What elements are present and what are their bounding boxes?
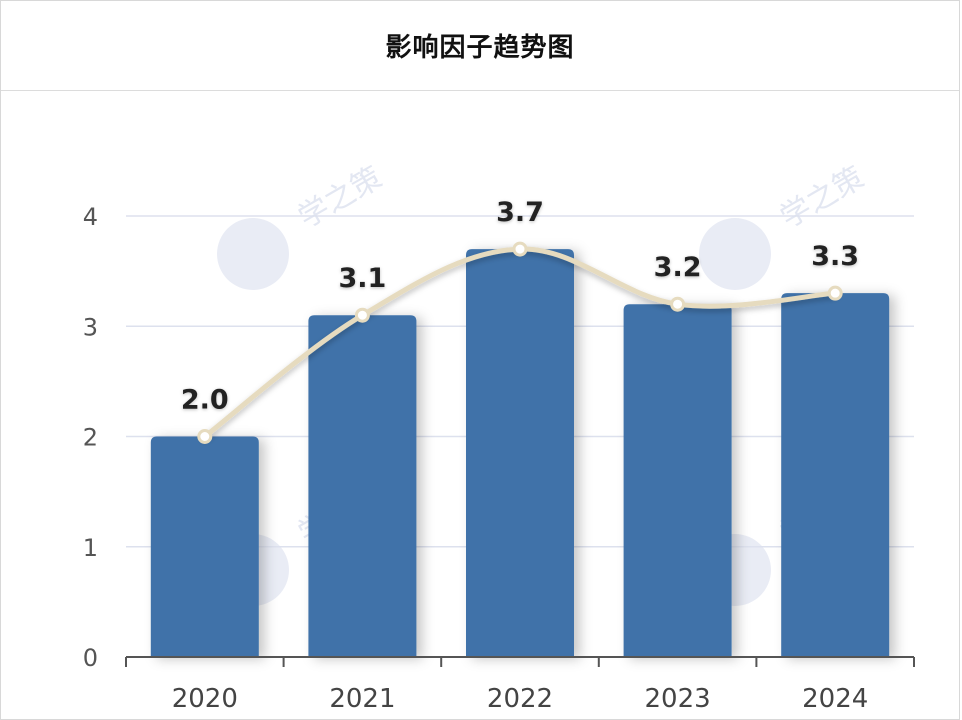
x-tick-label: 2024 <box>802 684 868 710</box>
data-label: 2.0 <box>181 385 229 416</box>
y-tick-label: 0 <box>83 644 98 672</box>
line-point <box>827 285 843 301</box>
chart-title: 影响因子趋势图 <box>385 33 575 63</box>
data-label: 3.1 <box>338 263 386 294</box>
data-label: 3.7 <box>496 197 544 228</box>
bar <box>623 304 732 657</box>
line-point <box>354 307 370 323</box>
bar <box>466 249 574 657</box>
data-label: 3.3 <box>811 241 859 272</box>
line-point <box>512 241 528 257</box>
line-series <box>197 241 843 444</box>
x-tick-label: 2021 <box>329 684 395 710</box>
data-labels: 2.0 3.1 3.7 3.2 3.3 <box>181 197 859 415</box>
bar-series <box>150 249 890 657</box>
y-tick-label: 1 <box>83 534 98 562</box>
x-tick-label: 2023 <box>645 684 711 710</box>
axes: 0 1 2 3 4 2020 2021 2022 2023 2024 <box>83 203 915 710</box>
line-point <box>197 429 213 444</box>
watermark-text: 学之策 <box>775 160 870 235</box>
x-tick-label: 2020 <box>172 684 238 710</box>
y-tick-label: 2 <box>83 424 98 452</box>
bar <box>308 315 417 657</box>
y-tick-label: 3 <box>83 313 98 341</box>
watermark-text: 学之策 <box>293 160 388 235</box>
watermark-circle <box>699 218 771 290</box>
line-point <box>670 296 686 312</box>
chart-header: 影响因子趋势图 <box>1 1 959 91</box>
x-tick-label: 2022 <box>487 684 553 710</box>
bar <box>150 436 259 657</box>
data-label: 3.2 <box>654 252 702 283</box>
y-tick-label: 4 <box>83 203 98 231</box>
watermark-circle <box>217 218 289 290</box>
bar <box>781 293 890 657</box>
watermark-logo: 学之策 <box>699 160 870 290</box>
